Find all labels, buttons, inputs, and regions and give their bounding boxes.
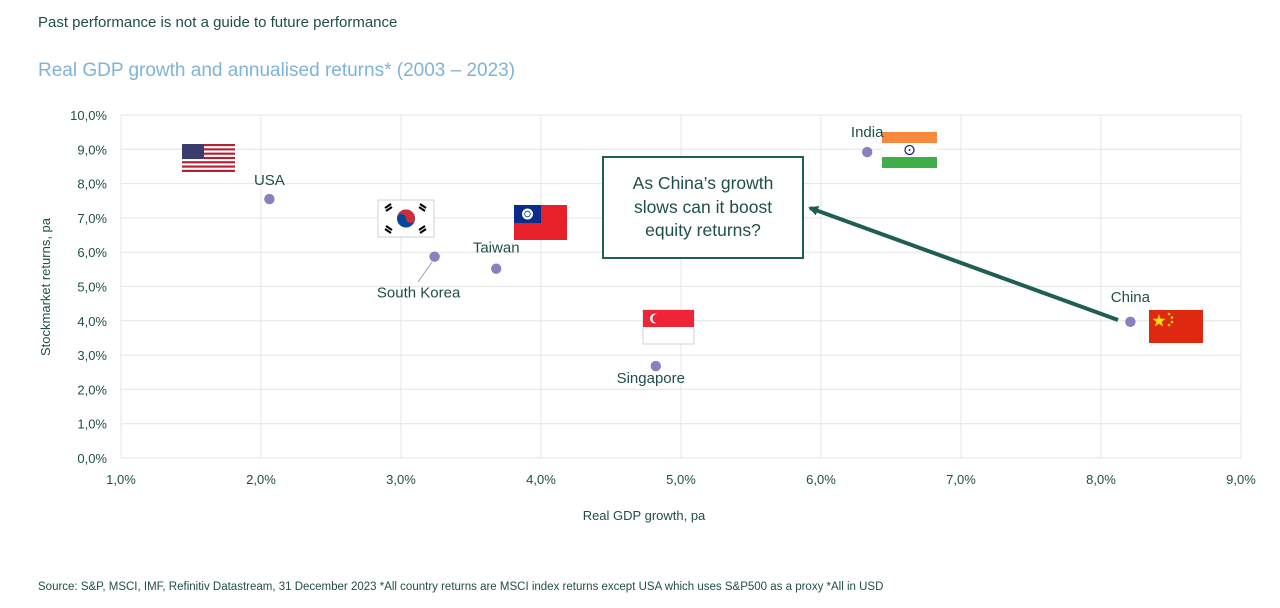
x-axis-label: Real GDP growth, pa [583, 508, 706, 523]
data-point [491, 263, 502, 274]
chart-title: Real GDP growth and annualised returns* … [38, 60, 516, 81]
y-tick-label: 2,0% [77, 382, 107, 397]
data-point [650, 360, 661, 372]
y-tick-label: 5,0% [77, 280, 107, 295]
source-footnote: Source: S&P, MSCI, IMF, Refinitiv Datast… [38, 581, 884, 593]
usa-flag-icon [182, 144, 235, 172]
x-tick-label: 5,0% [666, 472, 696, 487]
y-tick-label: 7,0% [77, 211, 107, 226]
point-label: China [1111, 289, 1151, 306]
axis-ticks: 1,0% 2,0% 3,0% 4,0% 5,0% 6,0% 7,0% 8,0% 9,0% 0,0%… [70, 108, 1256, 487]
grid-lines [120, 114, 1242, 459]
south-korea-leader-line [417, 261, 433, 283]
india-flag-icon [882, 132, 937, 168]
taiwan-flag-icon [514, 205, 567, 240]
point-label: India [851, 124, 884, 141]
x-tick-label: 3,0% [386, 472, 416, 487]
y-tick-label: 8,0% [77, 177, 107, 192]
x-tick-label: 8,0% [1086, 472, 1116, 487]
x-tick-label: 2,0% [246, 472, 276, 487]
y-tick-label: 6,0% [77, 245, 107, 260]
point-label: South Korea [377, 285, 461, 302]
data-points: USA South Korea Taiwan Singapore India China [254, 124, 1151, 387]
y-tick-label: 9,0% [77, 142, 107, 157]
x-tick-label: 4,0% [526, 472, 556, 487]
x-tick-label: 9,0% [1226, 472, 1256, 487]
point-label: Singapore [617, 370, 685, 387]
callout-arrow [808, 206, 1119, 322]
y-axis-label: Stockmarket returns, pa [38, 217, 53, 356]
south-korea-flag-icon [377, 199, 435, 238]
data-point [862, 146, 873, 158]
x-tick-label: 6,0% [806, 472, 836, 487]
x-tick-label: 7,0% [946, 472, 976, 487]
y-tick-label: 3,0% [77, 348, 107, 363]
china-flag-icon [1149, 310, 1203, 343]
point-label: USA [254, 172, 285, 189]
data-point [1125, 316, 1136, 328]
y-tick-label: 4,0% [77, 314, 107, 329]
data-point [264, 193, 275, 205]
y-tick-label: 10,0% [70, 108, 107, 123]
callout-box: As China’s growth slows can it boost equ… [602, 156, 804, 259]
disclaimer-text: Past performance is not a guide to futur… [38, 14, 398, 31]
y-tick-label: 1,0% [77, 417, 107, 432]
y-tick-label: 0,0% [77, 451, 107, 466]
singapore-flag-icon [642, 309, 695, 345]
point-label: Taiwan [473, 240, 520, 257]
data-point [429, 251, 440, 262]
x-tick-label: 1,0% [106, 472, 136, 487]
